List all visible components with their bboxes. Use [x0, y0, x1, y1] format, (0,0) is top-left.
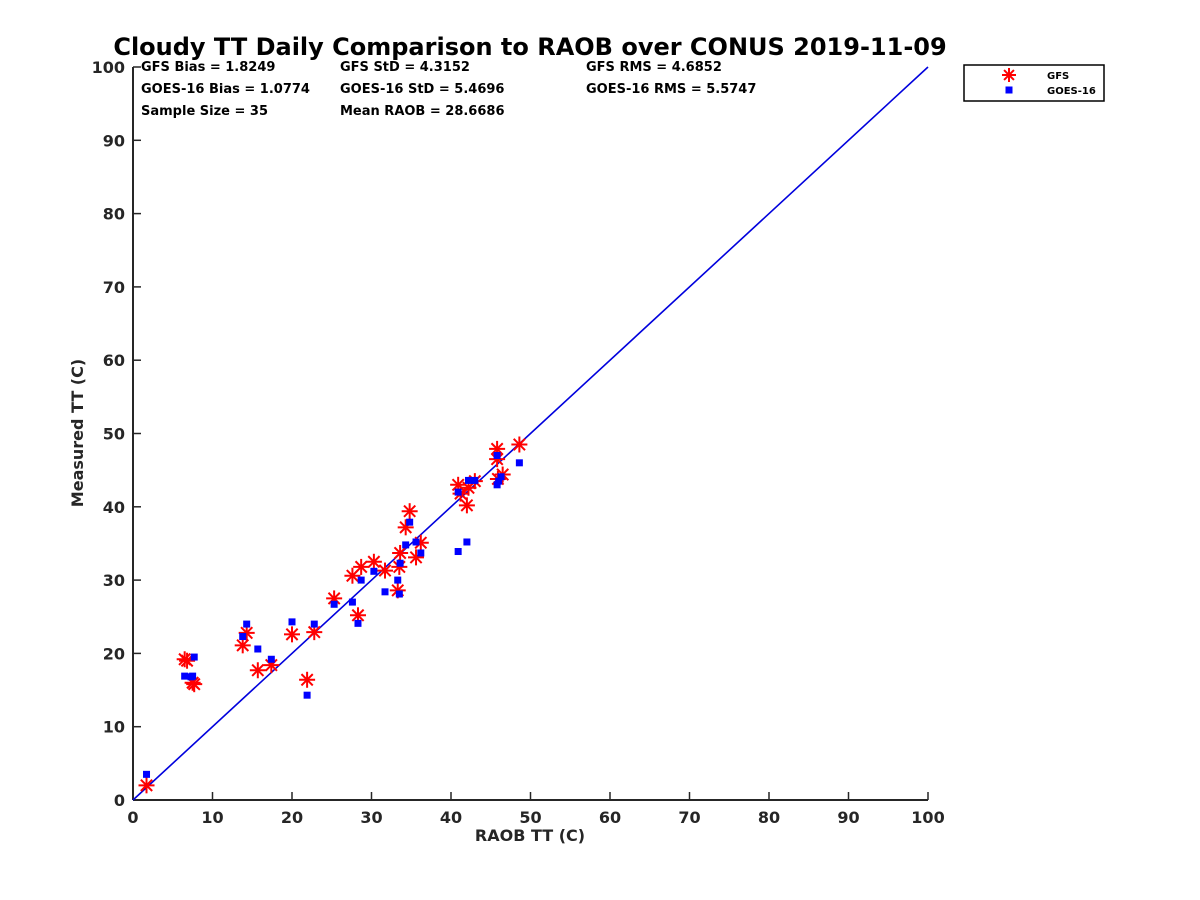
goes-16-point — [330, 600, 338, 608]
gfs-point — [365, 553, 382, 570]
goes-16-point — [381, 588, 389, 596]
legend-goes-label: GOES-16 — [1047, 86, 1096, 97]
goes-16-point — [303, 691, 311, 699]
gfs-point — [408, 549, 425, 566]
goes-16-point — [463, 538, 471, 546]
goes-16-point — [412, 538, 420, 546]
legend-box — [963, 64, 1105, 102]
goes-16-point — [190, 653, 198, 661]
legend-gfs-marker — [1002, 68, 1016, 82]
x-tick-label: 0 — [127, 808, 138, 827]
goes-16-point — [493, 481, 501, 489]
series-goes-16 — [143, 451, 523, 778]
y-axis-ticks: 0 10 20 30 40 50 60 70 80 90 100 — [92, 58, 141, 810]
x-tick-label: 100 — [911, 808, 944, 827]
goes-16-point — [348, 598, 356, 606]
goes-16-point — [181, 672, 189, 680]
x-tick-label: 10 — [201, 808, 223, 827]
goes-16-point — [406, 518, 414, 526]
goes-16-point — [515, 459, 523, 467]
y-tick-label: 40 — [103, 498, 125, 517]
y-tick-label: 30 — [103, 571, 125, 590]
chart-title: Cloudy TT Daily Comparison to RAOB over … — [113, 33, 946, 61]
x-axis-label: RAOB TT (C) — [475, 826, 585, 845]
y-tick-label: 100 — [92, 58, 125, 77]
goes-16-point — [495, 477, 503, 485]
goes-16-point — [454, 548, 462, 556]
stat-gfs-bias: GFS Bias = 1.8249 — [141, 60, 275, 75]
one-to-one-line — [132, 66, 929, 801]
gfs-point — [326, 590, 343, 607]
y-tick-label: 80 — [103, 205, 125, 224]
goes-16-point — [493, 451, 501, 459]
goes-16-point — [394, 576, 402, 584]
legend-gfs-asterisk — [1002, 68, 1016, 82]
goes-16-point — [354, 619, 362, 627]
goes-16-point — [395, 590, 403, 598]
gfs-point — [401, 503, 418, 520]
goes-16-point — [189, 672, 197, 680]
y-tick-label: 0 — [114, 791, 125, 810]
goes-16-point — [288, 618, 296, 626]
x-tick-label: 30 — [360, 808, 382, 827]
goes-16-point — [310, 620, 318, 628]
goes-16-point — [254, 645, 262, 653]
goes-16-point — [396, 559, 404, 567]
y-tick-label: 10 — [103, 718, 125, 737]
y-tick-label: 90 — [103, 131, 125, 150]
x-tick-label: 80 — [758, 808, 780, 827]
y-tick-label: 70 — [103, 278, 125, 297]
x-tick-label: 70 — [678, 808, 700, 827]
goes-16-point — [143, 770, 151, 778]
gfs-point — [249, 662, 266, 679]
gfs-point — [186, 676, 203, 693]
stat-goes-rms: GOES-16 RMS = 5.5747 — [586, 82, 756, 97]
legend: GFS GOES-16 — [963, 64, 1105, 102]
x-tick-label: 90 — [837, 808, 859, 827]
gfs-point — [138, 777, 155, 794]
legend-goes-marker — [1005, 86, 1013, 94]
goes-16-point — [243, 620, 251, 628]
gfs-point — [377, 562, 394, 579]
gfs-point — [284, 626, 300, 643]
y-axis-label: Measured TT (C) — [68, 359, 87, 507]
goes-16-point — [267, 655, 275, 663]
x-tick-label: 50 — [519, 808, 541, 827]
x-tick-label: 40 — [440, 808, 462, 827]
goes-16-point — [239, 633, 247, 641]
goes-16-point — [471, 476, 479, 484]
x-tick-label: 60 — [599, 808, 621, 827]
stat-mean-raob: Mean RAOB = 28.6686 — [340, 104, 505, 119]
goes-16-point — [417, 549, 425, 557]
stat-goes-std: GOES-16 StD = 5.4696 — [340, 82, 504, 97]
goes-16-point — [402, 541, 410, 549]
goes-16-point — [464, 476, 472, 484]
goes-16-point — [357, 576, 365, 584]
gfs-point — [392, 544, 409, 561]
gfs-point — [299, 671, 316, 688]
x-axis-ticks: 0 10 20 30 40 50 60 70 80 90 100 — [127, 792, 945, 827]
gfs-point — [353, 558, 370, 575]
goes-16-point — [454, 488, 462, 496]
stat-gfs-std: GFS StD = 4.3152 — [340, 60, 470, 75]
gfs-point — [511, 436, 528, 453]
goes-16-point — [370, 567, 378, 575]
y-tick-label: 20 — [103, 644, 125, 663]
y-tick-label: 50 — [103, 425, 125, 444]
gfs-point — [458, 497, 475, 514]
stat-goes-bias: GOES-16 Bias = 1.0774 — [141, 82, 310, 97]
legend-gfs-label: GFS — [1047, 71, 1069, 82]
stat-sample-size: Sample Size = 35 — [141, 104, 268, 119]
x-tick-label: 20 — [281, 808, 303, 827]
goes-16-point — [497, 473, 505, 481]
y-tick-label: 60 — [103, 351, 125, 370]
series-gfs — [138, 436, 528, 794]
stat-gfs-rms: GFS RMS = 4.6852 — [586, 60, 722, 75]
